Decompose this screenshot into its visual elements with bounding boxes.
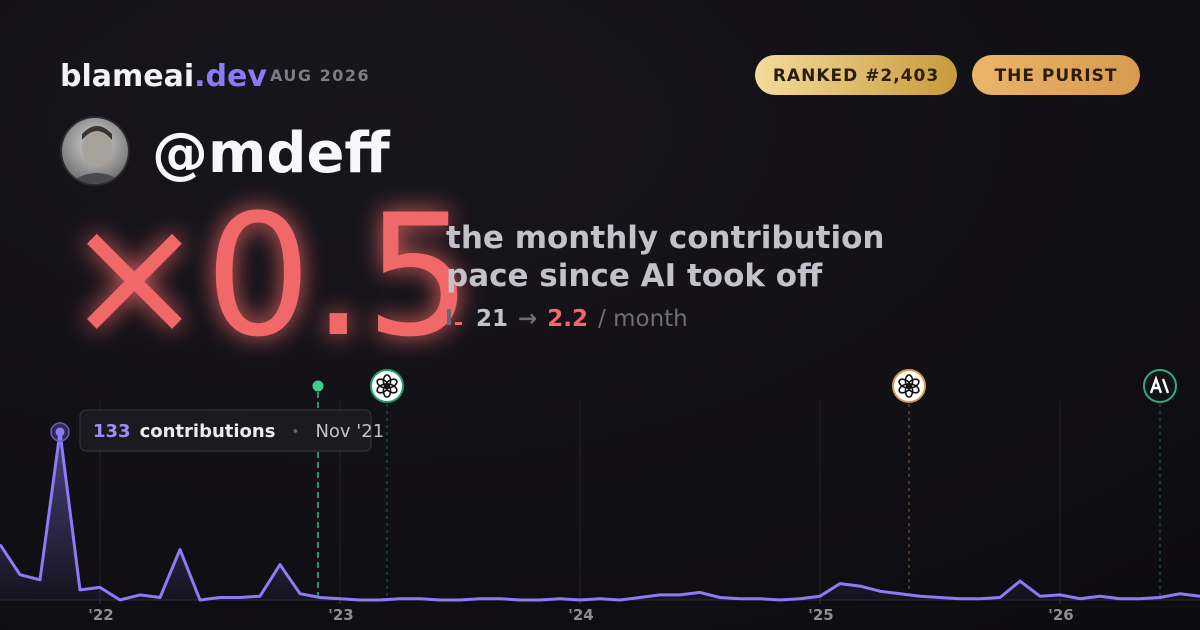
description: the monthly contribution: [446, 220, 884, 256]
event-icon: [370, 369, 404, 403]
x-tick-label: '24: [568, 606, 593, 624]
pace-arrow: →: [518, 306, 537, 332]
pace-unit: / month: [598, 306, 688, 332]
tooltip-value: 133: [93, 421, 131, 442]
peak-point: [55, 427, 65, 437]
tooltip-text: 133 contributions Nov '21: [93, 421, 384, 442]
brand: blameai.dev: [60, 59, 267, 94]
x-tick-label: '25: [808, 606, 833, 624]
line: [0, 430, 1200, 602]
brand-tld: .dev: [194, 59, 267, 94]
badge: [755, 55, 957, 95]
multiplier: ×0.5: [64, 178, 472, 374]
pace-after: 2.2: [547, 306, 588, 332]
event-marker: [370, 369, 404, 600]
tooltip-label: contributions: [140, 421, 276, 442]
badge: [972, 55, 1140, 95]
event-icon: [892, 369, 926, 403]
tooltip-date: Nov '21: [315, 421, 384, 442]
badge-text: RANKED #2,403: [773, 66, 939, 86]
date: AUG 2026: [270, 66, 370, 85]
handle: @mdeff: [152, 121, 390, 186]
chart: '22 '23 '24 '25 '26 133 contributions Nov '21: [0, 369, 1200, 624]
event-marker: [892, 369, 926, 600]
event-marker: [1143, 369, 1177, 600]
brand-name: blameai: [60, 59, 194, 94]
tooltip-box: [79, 409, 372, 452]
x-tick-label: '23: [328, 606, 353, 624]
badge-text: THE PURIST: [995, 66, 1118, 86]
x-tick-label: '26: [1048, 606, 1073, 624]
pace-before: 21: [476, 306, 508, 332]
logo-petal: [376, 378, 389, 389]
pace-icon: [447, 309, 462, 325]
x-tick-label: '22: [88, 606, 113, 624]
tooltip-separator: [293, 429, 298, 433]
logo-petal: [898, 378, 911, 389]
event-dot: [312, 380, 324, 392]
avatar: [60, 116, 130, 186]
description: pace since AI took off: [446, 258, 823, 294]
pace: 21 → 2.2 / month: [476, 306, 688, 332]
event-icon: [1143, 369, 1177, 403]
logo-mark: [1149, 375, 1170, 394]
